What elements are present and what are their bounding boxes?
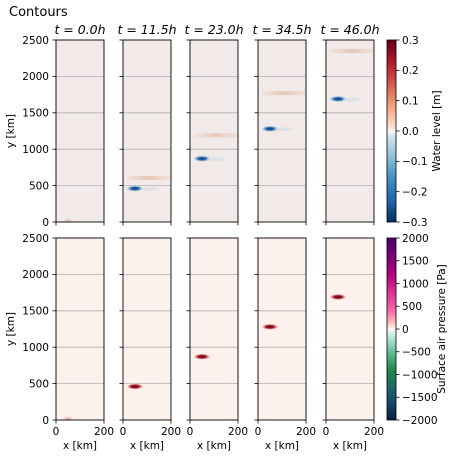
panel-water-level-0-field	[56, 40, 104, 222]
xtick-label-3-1: 200	[296, 426, 316, 438]
ytick-label-surface-air-pressure-5: 2500	[22, 233, 49, 245]
colorbar-label-surface-air-pressure: Surface air pressure [Pa]	[436, 264, 448, 394]
colorbar-tick-label-water-level-1: 0.2	[402, 65, 419, 77]
xtick-label-0-1: 200	[94, 426, 114, 438]
colorbar-tick-label-surface-air-pressure-7: −1500	[402, 392, 438, 404]
panel-surface-air-pressure-1-frame	[122, 237, 172, 421]
wake-water-level-1	[140, 187, 158, 191]
xtick-label-4-1: 200	[364, 426, 384, 438]
panel-water-level-1-frame	[122, 39, 172, 223]
xtick-label-1-0: 0	[120, 426, 127, 438]
feature-surface-air-pressure-3-0	[261, 323, 279, 331]
ytick-label-water-level-1: 500	[29, 180, 49, 192]
feature-water-level-4-0	[329, 95, 347, 103]
ytick-label-surface-air-pressure-3: 1500	[22, 306, 49, 318]
xtick-label-2-1: 200	[228, 426, 248, 438]
ytick-label-water-level-2: 1000	[22, 144, 49, 156]
colorbar-surface-air-pressure	[387, 238, 396, 420]
colorbar-tick-label-water-level-5: −0.2	[402, 186, 428, 198]
feature-water-level-3-0	[261, 125, 279, 133]
colorbar-tick-label-water-level-6: −0.3	[402, 217, 428, 229]
wave-band-water-level-2	[194, 133, 238, 138]
column-title-1: t = 11.5h	[117, 22, 176, 37]
ytick-label-surface-air-pressure-1: 500	[29, 378, 49, 390]
panel-water-level-3-frame	[257, 39, 307, 223]
column-title-3: t = 34.5h	[252, 22, 311, 37]
feature-surface-air-pressure-0-0	[61, 415, 75, 422]
panel-water-level-4-field	[326, 40, 374, 222]
y-axis-label-water-level: y [km]	[5, 114, 17, 148]
x-axis-label-1: x [km]	[130, 440, 164, 452]
panel-water-level-2-frame	[189, 39, 239, 223]
panel-water-level-0-frame	[55, 39, 105, 223]
feature-surface-air-pressure-1-0	[126, 383, 144, 390]
xtick-label-3-0: 0	[255, 426, 262, 438]
panel-surface-air-pressure-2-frame	[189, 237, 239, 421]
panel-surface-air-pressure-2-field	[190, 238, 238, 420]
colorbar-tick-label-surface-air-pressure-0: 2000	[402, 233, 429, 245]
panel-surface-air-pressure-3-frame	[257, 237, 307, 421]
ytick-label-surface-air-pressure-2: 1000	[22, 342, 49, 354]
colorbar-tick-label-surface-air-pressure-3: 500	[402, 301, 422, 313]
wake-water-level-2	[207, 157, 225, 161]
figure-header-title: Contours	[9, 5, 68, 20]
colorbar-tick-label-surface-air-pressure-4: 0	[402, 324, 409, 336]
wave-band-water-level-4	[330, 48, 374, 53]
colorbar-tick-label-water-level-2: 0.1	[402, 95, 419, 107]
ytick-label-surface-air-pressure-4: 2000	[22, 269, 49, 281]
xtick-label-1-1: 200	[161, 426, 181, 438]
colorbar-tick-label-surface-air-pressure-8: −2000	[402, 415, 438, 427]
column-title-4: t = 46.0h	[320, 22, 379, 37]
ytick-label-water-level-3: 1500	[22, 108, 49, 120]
colorbar-water-level	[387, 40, 396, 222]
colorbar-tick-label-surface-air-pressure-2: 1000	[402, 278, 429, 290]
colorbar-tick-label-water-level-0: 0.3	[402, 35, 419, 47]
panel-surface-air-pressure-0-frame	[55, 237, 105, 421]
ytick-label-water-level-5: 2500	[22, 35, 49, 47]
panel-surface-air-pressure-1-field	[123, 238, 171, 420]
panel-water-level-2-field	[190, 40, 238, 222]
x-axis-label-2: x [km]	[197, 440, 231, 452]
panel-water-level-4-frame	[325, 39, 375, 223]
x-axis-label-0: x [km]	[63, 440, 97, 452]
panel-water-level-1-field	[123, 40, 171, 222]
y-axis-label-surface-air-pressure: y [km]	[5, 312, 17, 346]
wave-band-water-level-3	[262, 91, 306, 96]
ytick-label-water-level-0: 0	[42, 217, 49, 229]
panel-surface-air-pressure-4-field	[326, 238, 374, 420]
panel-surface-air-pressure-0-field	[56, 238, 104, 420]
colorbar-tick-label-water-level-3: 0.0	[402, 126, 419, 138]
wake-water-level-3	[275, 127, 293, 132]
feature-water-level-2-0	[193, 155, 211, 162]
x-axis-label-3: x [km]	[265, 440, 299, 452]
xtick-label-4-0: 0	[323, 426, 330, 438]
colorbar-label-water-level: Water level [m]	[431, 90, 443, 171]
xtick-label-2-0: 0	[187, 426, 194, 438]
x-axis-label-4: x [km]	[333, 440, 367, 452]
wake-water-level-4	[343, 97, 361, 102]
ytick-label-water-level-4: 2000	[22, 71, 49, 83]
feature-water-level-0-0	[61, 217, 75, 224]
ytick-label-surface-air-pressure-0: 0	[42, 415, 49, 427]
colorbar-tick-label-surface-air-pressure-5: −500	[402, 347, 431, 359]
panel-surface-air-pressure-4-frame	[325, 237, 375, 421]
wave-band-water-level-1	[127, 175, 171, 180]
column-title-2: t = 23.0h	[184, 22, 243, 37]
xtick-label-0-0: 0	[53, 426, 60, 438]
feature-surface-air-pressure-4-0	[329, 293, 347, 301]
colorbar-tick-label-surface-air-pressure-6: −1000	[402, 369, 438, 381]
column-title-0: t = 0.0h	[54, 22, 105, 37]
feature-water-level-1-0	[126, 185, 144, 192]
feature-surface-air-pressure-2-0	[193, 353, 211, 360]
colorbar-tick-label-surface-air-pressure-1: 1500	[402, 256, 429, 268]
colorbar-tick-label-water-level-4: −0.1	[402, 156, 428, 168]
